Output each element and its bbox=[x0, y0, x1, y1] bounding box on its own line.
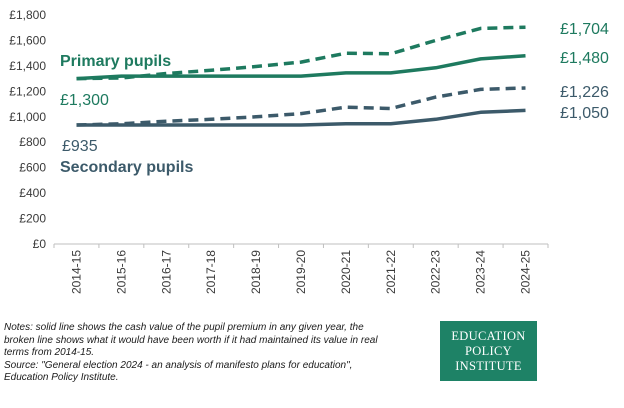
x-tick-label: 2024-25 bbox=[519, 250, 533, 294]
chart-notes: Notes: solid line shows the cash value o… bbox=[4, 322, 424, 385]
secondary-pupils-title: Secondary pupils bbox=[60, 159, 193, 176]
x-tick-label: 2021-22 bbox=[384, 250, 398, 294]
series-line bbox=[76, 108, 526, 127]
y-tick-label: £200 bbox=[19, 212, 46, 226]
series-lines bbox=[76, 25, 526, 127]
x-tick-label: 2017-18 bbox=[204, 250, 218, 294]
chart: £0 £200 £400 £600 £800 £1,000 £1,200 £1,400 £1,6… bbox=[9, 8, 609, 294]
x-tick-label: 2020-21 bbox=[339, 250, 353, 294]
logo-line: INSTITUTE bbox=[455, 358, 522, 373]
x-tick-label: 2018-19 bbox=[249, 250, 263, 294]
y-tick-label: £1,200 bbox=[9, 84, 46, 98]
source-line: Source: "General election 2024 - an anal… bbox=[4, 359, 353, 371]
series-line bbox=[76, 53, 526, 81]
notes-line: terms from 2014-15. bbox=[4, 347, 95, 359]
y-axis: £0 £200 £400 £600 £800 £1,000 £1,200 £1,400 £1,6… bbox=[9, 8, 46, 251]
y-tick-label: £1,600 bbox=[9, 33, 46, 47]
logo-line: EDUCATION bbox=[451, 328, 526, 343]
x-tick-label: 2022-23 bbox=[429, 250, 443, 294]
primary-real-end-label: £1,704 bbox=[560, 21, 609, 38]
y-tick-label: £1,400 bbox=[9, 59, 46, 73]
notes-line: broken line shows what it would have bee… bbox=[4, 334, 378, 346]
primary-cash-end-label: £1,480 bbox=[560, 50, 609, 67]
y-tick-label: £800 bbox=[19, 135, 46, 149]
x-tick-label: 2014-15 bbox=[69, 250, 83, 294]
series-line bbox=[76, 25, 526, 81]
x-tick-label: 2019-20 bbox=[294, 250, 308, 294]
notes-line: Notes: solid line shows the cash value o… bbox=[4, 322, 364, 333]
secondary-start-label: £935 bbox=[62, 138, 98, 155]
secondary-real-end-label: £1,226 bbox=[560, 84, 609, 101]
x-tick-label: 2015-16 bbox=[114, 250, 128, 294]
x-tick-label: 2023-24 bbox=[474, 250, 488, 294]
y-tick-label: £1,000 bbox=[9, 110, 46, 124]
y-tick-label: £0 bbox=[33, 237, 47, 251]
primary-start-label: £1,300 bbox=[60, 92, 109, 109]
annotations: Primary pupils Secondary pupils £1,300 £… bbox=[60, 21, 609, 176]
source-line: Education Policy Institute. bbox=[4, 372, 119, 384]
series-line bbox=[76, 86, 526, 127]
logo-line: POLICY bbox=[465, 343, 512, 358]
x-tick-label: 2016-17 bbox=[159, 250, 173, 294]
x-axis: 2014-15 2015-16 2016-17 2017-18 2018-19 2019-… bbox=[53, 243, 549, 294]
secondary-cash-end-label: £1,050 bbox=[560, 105, 609, 122]
epi-logo: EDUCATION POLICY INSTITUTE bbox=[440, 321, 537, 381]
y-tick-label: £400 bbox=[19, 186, 46, 200]
y-tick-label: £600 bbox=[19, 161, 46, 175]
primary-pupils-title: Primary pupils bbox=[60, 53, 171, 70]
y-tick-label: £1,800 bbox=[9, 8, 46, 22]
